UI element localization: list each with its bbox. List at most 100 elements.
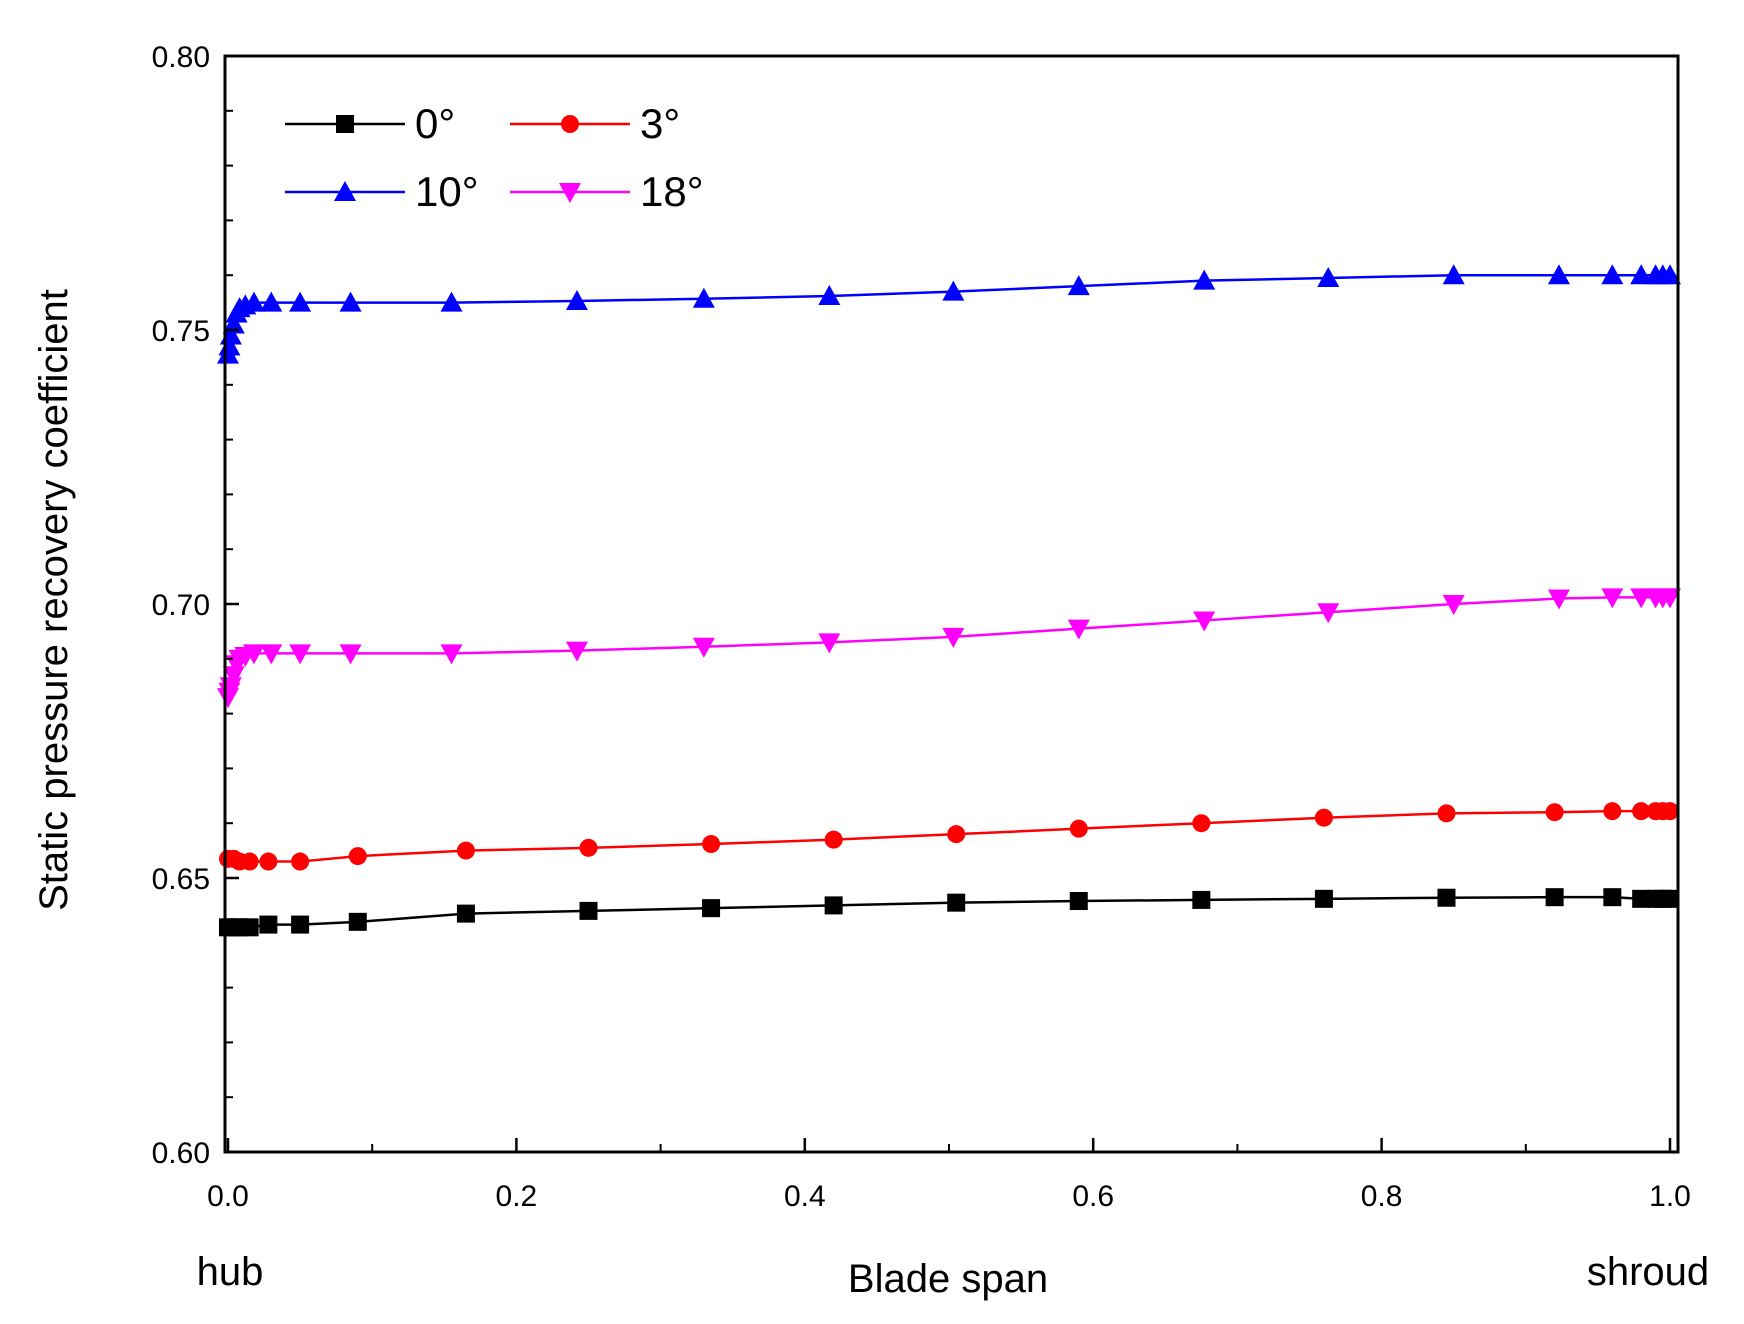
y-axis-title: Static pressure recovery coefficient (32, 289, 76, 911)
data-point (1661, 802, 1679, 821)
y-tick-label: 0.65 (152, 863, 210, 896)
legend-item: 10° (285, 168, 479, 215)
data-point (702, 835, 721, 854)
data-point (1601, 264, 1624, 285)
data-point (1192, 890, 1211, 909)
data-point (260, 291, 283, 312)
data-point (579, 901, 598, 920)
series-line (228, 895, 1670, 929)
legend-item: 0° (285, 100, 455, 147)
x-tick-label: 0.6 (1072, 1180, 1114, 1213)
series-0 (219, 888, 1679, 937)
data-point (1314, 808, 1333, 827)
data-point (242, 644, 265, 665)
data-point (240, 918, 259, 937)
y-tick-label: 0.70 (152, 589, 210, 622)
data-point (942, 627, 965, 648)
data-point (242, 291, 265, 312)
data-point (222, 666, 245, 687)
data-point (1193, 269, 1216, 290)
y-tick-label: 0.80 (152, 41, 210, 74)
data-point (1632, 889, 1651, 908)
legend-label: 10° (415, 168, 479, 215)
data-point (1545, 803, 1564, 822)
data-point (348, 912, 367, 931)
data-point (1067, 619, 1090, 640)
series-layer (217, 264, 1681, 937)
y-tick-label: 0.75 (152, 315, 210, 348)
x-tick-label: 1.0 (1649, 1180, 1691, 1213)
data-point (291, 915, 310, 934)
data-point (339, 644, 362, 665)
data-point (1317, 266, 1340, 287)
legend-marker (559, 183, 581, 203)
series-line (226, 273, 1670, 355)
data-point (1437, 804, 1456, 823)
x-axis-title: Blade span (848, 1257, 1048, 1301)
x-axis-right-end-label: shroud (1587, 1250, 1709, 1294)
x-tick-label: 0.0 (207, 1180, 249, 1213)
data-point (1314, 889, 1333, 908)
series-3 (217, 588, 1681, 709)
data-point (1193, 611, 1216, 632)
data-point (565, 289, 588, 310)
data-point (440, 644, 463, 665)
series-1 (219, 802, 1679, 871)
data-point (440, 291, 463, 312)
data-point (579, 838, 598, 857)
data-point (692, 287, 715, 308)
data-point (824, 896, 843, 915)
data-point (1547, 264, 1570, 285)
x-axis: 0.0 0.2 0.4 0.6 0.8 1.0 (207, 1138, 1691, 1213)
legend-label: 3° (640, 100, 680, 147)
data-point (259, 915, 278, 934)
data-point (240, 852, 259, 871)
data-point (1632, 802, 1651, 821)
data-point (260, 644, 283, 665)
data-point (702, 899, 721, 918)
data-point (339, 291, 362, 312)
data-point (456, 904, 475, 923)
legend-item: 18° (510, 168, 704, 215)
data-point (222, 313, 245, 334)
data-point (1547, 589, 1570, 610)
data-point (1545, 888, 1564, 907)
series-2 (217, 264, 1681, 364)
data-point (348, 847, 367, 866)
legend-marker (561, 115, 579, 133)
data-point (1659, 264, 1681, 285)
data-point (1067, 275, 1090, 296)
data-point (289, 291, 312, 312)
data-point (259, 852, 278, 871)
data-point (1601, 588, 1624, 609)
y-tick-label: 0.60 (152, 1137, 210, 1170)
data-point (1442, 595, 1465, 615)
legend-item: 3° (510, 100, 680, 147)
data-point (1442, 264, 1465, 285)
data-point (1603, 888, 1622, 907)
y-axis: 0.60 0.65 0.70 0.75 0.80 (152, 41, 239, 1170)
x-tick-label: 0.4 (784, 1180, 826, 1213)
data-point (1192, 814, 1211, 833)
data-point (291, 852, 310, 871)
data-point (942, 280, 965, 301)
data-point (565, 641, 588, 662)
data-point (947, 893, 966, 912)
data-point (1630, 588, 1653, 609)
data-point (1659, 588, 1681, 609)
legend-marker (334, 181, 356, 201)
data-point (1437, 888, 1456, 907)
x-axis-left-end-label: hub (197, 1250, 264, 1294)
x-tick-label: 0.2 (496, 1180, 538, 1213)
data-point (818, 285, 841, 306)
data-point (1317, 603, 1340, 624)
x-tick-label: 0.8 (1361, 1180, 1403, 1213)
data-point (1630, 264, 1653, 285)
data-point (692, 637, 715, 658)
data-point (1069, 819, 1088, 838)
data-point (818, 633, 841, 654)
data-point (1603, 802, 1622, 821)
data-point (824, 830, 843, 849)
legend-marker (336, 115, 354, 133)
